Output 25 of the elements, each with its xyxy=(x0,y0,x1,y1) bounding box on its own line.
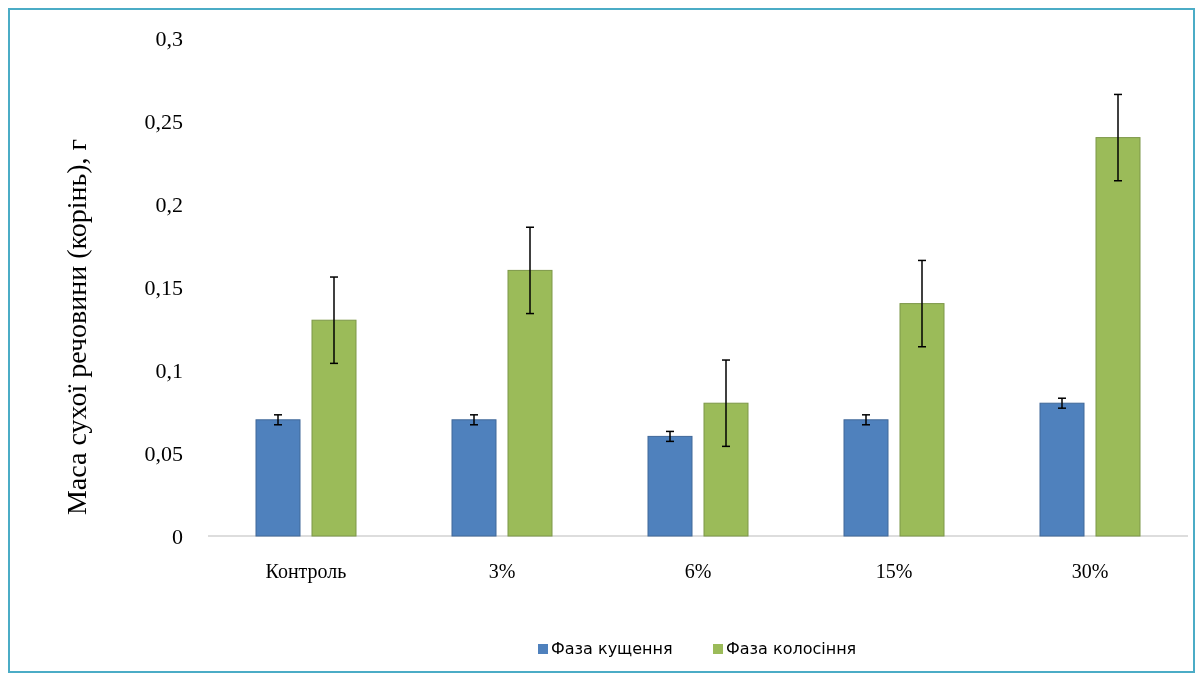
x-tick-label: 15% xyxy=(875,560,913,582)
bar xyxy=(507,269,553,537)
bar xyxy=(1095,137,1141,537)
x-tick-label: Контроль xyxy=(265,560,347,583)
bar xyxy=(703,402,749,537)
bar xyxy=(451,419,497,537)
bar xyxy=(255,419,301,537)
y-tick-label: 0 xyxy=(172,523,183,549)
x-tick-label: 3% xyxy=(488,560,516,582)
x-tick-label: 30% xyxy=(1071,560,1109,582)
y-tick-label: 0,2 xyxy=(155,191,183,217)
y-tick-label: 0,3 xyxy=(155,25,183,51)
legend-label: Фаза кущення xyxy=(551,639,673,658)
y-tick-label: 0,25 xyxy=(144,108,183,134)
y-tick-label: 0,15 xyxy=(144,274,183,300)
y-tick-label: 0,05 xyxy=(144,440,183,466)
bar xyxy=(899,303,945,537)
bar xyxy=(311,319,357,537)
y-axis-title: Маса сухої речовини (корінь), г xyxy=(61,138,92,516)
bar xyxy=(647,435,693,537)
y-tick-label: 0,1 xyxy=(155,357,183,383)
bar xyxy=(1039,402,1085,537)
bar xyxy=(843,419,889,537)
x-tick-label: 6% xyxy=(684,560,712,582)
legend-label: Фаза колосіння xyxy=(726,639,857,658)
